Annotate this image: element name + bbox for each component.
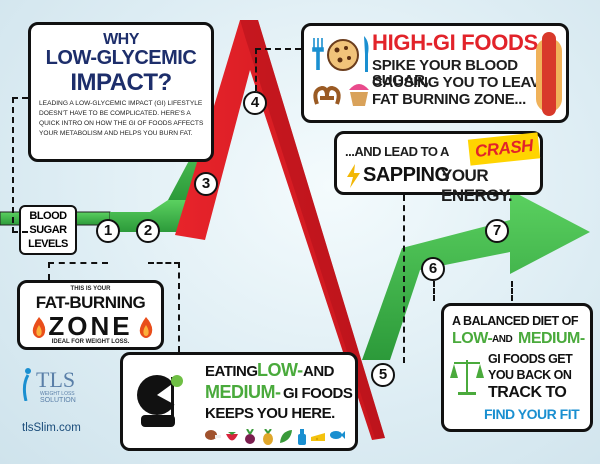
connector-eating xyxy=(148,262,180,352)
fat-zone-box: THIS IS YOUR FAT-BURNING ZONE IDEAL FOR … xyxy=(17,280,164,350)
blood-sugar-label: BLOOD SUGAR LEVELS xyxy=(19,205,77,255)
balanced-line4: YOU BACK ON xyxy=(488,368,572,382)
eating-w3: AND xyxy=(303,363,335,380)
fish-icon xyxy=(330,431,345,439)
connector-high-gi xyxy=(255,48,301,91)
knife-icon xyxy=(364,36,369,72)
step-marker-1: 1 xyxy=(96,219,120,243)
person-eating-icon xyxy=(137,375,183,427)
why-title-1: WHY xyxy=(103,31,139,48)
blood-sugar-line2: SUGAR xyxy=(29,224,67,236)
balanced-line3: GI FOODS GET xyxy=(488,352,573,366)
fork-icon xyxy=(312,38,324,70)
step-marker-3: 3 xyxy=(194,172,218,196)
cupcake-icon xyxy=(349,84,369,106)
lightning-icon xyxy=(347,164,360,188)
crash-pre: ...AND LEAD TO A xyxy=(345,144,449,159)
crash-rest: YOUR ENERGY. xyxy=(441,166,513,205)
chicken-leg-icon xyxy=(205,430,221,440)
pineapple-icon xyxy=(263,429,273,445)
tls-logo-tag2: SOLUTION xyxy=(40,397,76,404)
fat-zone-ideal: IDEAL FOR WEIGHT LOSS. xyxy=(51,339,130,345)
pretzel-icon xyxy=(313,85,341,105)
cookie-icon xyxy=(327,39,359,71)
fat-zone-small: THIS IS YOUR xyxy=(70,286,111,292)
balanced-medium: MEDIUM- xyxy=(518,330,585,347)
why-title-3: IMPACT? xyxy=(70,69,172,96)
red-spike-shade xyxy=(240,20,385,438)
step-marker-6: 6 xyxy=(421,257,445,281)
tls-logo-name: TLS xyxy=(36,367,76,392)
connector-balanced xyxy=(433,281,513,301)
eating-w2: LOW- xyxy=(257,360,303,380)
tls-logo: TLS WEIGHT LOSS SOLUTION xyxy=(14,365,114,405)
high-gi-line3: FAT BURNING ZONE... xyxy=(372,91,527,108)
bottle-icon xyxy=(298,429,306,445)
crash-sapping: SAPPING xyxy=(363,164,450,186)
balanced-and: AND xyxy=(492,334,513,345)
scale-icon xyxy=(450,360,484,395)
balanced-line1: A BALANCED DIET OF xyxy=(452,314,578,328)
balanced-box: A BALANCED DIET OF LOW- AND MEDIUM- GI F… xyxy=(441,303,593,432)
leaf-icon xyxy=(280,430,292,443)
step-marker-7: 7 xyxy=(485,219,509,243)
connector-zone xyxy=(48,262,108,280)
why-box: WHY LOW-GLYCEMIC IMPACT? Leading a low-g… xyxy=(28,22,214,162)
eating-line3: KEEPS YOU HERE. xyxy=(205,405,335,422)
tls-figure-icon xyxy=(22,368,31,401)
crash-box: ...AND LEAD TO A CRASH SAPPING YOUR ENER… xyxy=(334,131,543,205)
cheese-icon xyxy=(311,433,325,441)
high-gi-line1: SPIKE YOUR BLOOD SUGAR, xyxy=(372,57,518,89)
eating-w4: MEDIUM- xyxy=(205,382,281,402)
red-spike xyxy=(175,20,385,440)
fat-zone-title: FAT-BURNING xyxy=(35,293,146,312)
strawberry-icon xyxy=(226,432,238,441)
crash-word: CRASH xyxy=(467,132,541,166)
blood-sugar-line1: BLOOD xyxy=(29,210,67,222)
high-gi-line2: CAUSING YOU TO LEAVE xyxy=(372,74,550,91)
why-title-2: LOW-GLYCEMIC xyxy=(45,47,197,69)
high-gi-box: HIGH-GI FOODS SPIKE YOUR BLOOD SUGAR, CA… xyxy=(301,23,569,123)
green-recovery xyxy=(362,190,590,360)
tls-url[interactable]: tlsSlim.com xyxy=(22,422,81,434)
step-marker-2: 2 xyxy=(136,219,160,243)
flame-icon-left xyxy=(32,317,46,338)
balanced-low: LOW- xyxy=(452,330,493,347)
why-body: Leading a low-glycemic impact (GI) lifes… xyxy=(39,100,204,137)
hotdog-icon xyxy=(536,32,562,116)
eating-w5: GI FOODS xyxy=(283,385,353,402)
food-icons-row xyxy=(205,429,345,445)
step-marker-5: 5 xyxy=(371,363,395,387)
step-marker-4: 4 xyxy=(243,91,267,115)
fat-zone-zone: ZONE xyxy=(48,311,133,341)
tls-logo-tag1: WEIGHT LOSS xyxy=(40,391,75,397)
high-gi-title: HIGH-GI FOODS xyxy=(372,30,538,55)
connector-crash xyxy=(383,195,405,363)
balanced-track: TRACK TO xyxy=(488,384,567,401)
connector-why xyxy=(12,97,28,233)
eating-w1: EATING xyxy=(205,363,258,380)
eating-box: EATING LOW- AND MEDIUM- GI FOODS KEEPS Y… xyxy=(120,352,358,451)
flame-icon-right xyxy=(139,317,153,338)
blood-sugar-line3: LEVELS xyxy=(28,238,68,250)
beet-icon xyxy=(245,429,255,444)
balanced-find: FIND YOUR FIT xyxy=(484,406,580,422)
